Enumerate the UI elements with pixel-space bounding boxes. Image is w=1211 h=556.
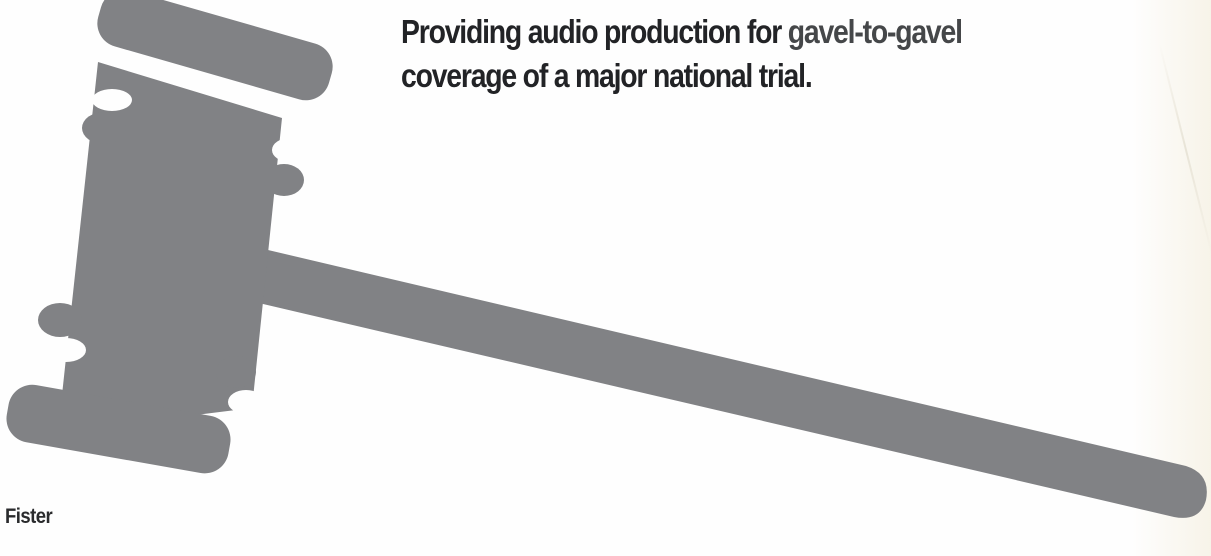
gavel-bump-lower-left <box>38 303 82 337</box>
gavel-groove-upper-left <box>92 89 132 111</box>
gavel-head-top-cap <box>97 0 333 101</box>
headline-line-1-highlight: gavel-to-gavel <box>787 13 963 50</box>
gavel-bump-lower-right <box>216 356 256 388</box>
gavel-head <box>58 62 282 432</box>
footer-name: Fister <box>5 505 53 528</box>
headline-line-1: Providing audio production for gavel-to-… <box>401 10 1089 54</box>
gavel-head-bottom-cap <box>6 384 231 474</box>
gavel-bump-upper-left <box>82 112 126 144</box>
headline-line-2: coverage of a major national trial. <box>401 57 813 94</box>
headline: Providing audio production for gavel-to-… <box>401 10 1089 98</box>
gavel-handle <box>250 250 1207 518</box>
gavel-groove-lower-right <box>228 390 264 414</box>
headline-line-1-main: Providing audio production for <box>401 13 788 50</box>
gavel-groove-lower-left <box>46 338 86 362</box>
gavel-bump-upper-right <box>264 164 304 196</box>
gavel-groove-upper-right <box>272 138 308 162</box>
